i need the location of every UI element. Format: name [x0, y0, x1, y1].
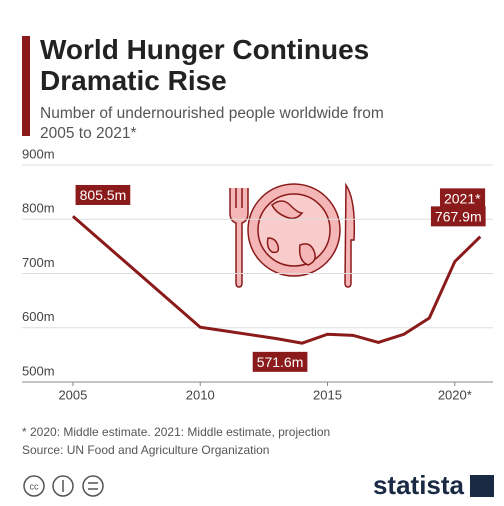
- svg-text:cc: cc: [30, 481, 40, 491]
- line: [71, 215, 482, 345]
- data-label-box: [252, 351, 308, 372]
- y-tick-label: 700m: [22, 255, 55, 270]
- annotation-text: 2021*: [444, 190, 481, 206]
- y-tick-label: 500m: [22, 363, 55, 378]
- plate-illustration: [229, 182, 356, 288]
- source: Source: UN Food and Agriculture Organiza…: [22, 443, 269, 457]
- y-tick-label: 900m: [22, 146, 55, 161]
- chart-subtitle: Number of undernourished people worldwid…: [40, 105, 384, 142]
- annotation-box: [439, 188, 486, 209]
- data-label: 767.9m: [430, 206, 486, 227]
- data-label-text: 767.9m: [435, 208, 482, 224]
- data-label-text: 805.5m: [80, 187, 127, 203]
- x-tick-label: 2005: [58, 387, 87, 402]
- y-tick-label: 600m: [22, 309, 55, 324]
- chart-title: World Hunger Continues Dramatic Rise: [40, 34, 370, 96]
- footnote: * 2020: Middle estimate. 2021: Middle es…: [22, 425, 330, 439]
- annotation: 2021*: [439, 188, 486, 209]
- data-label-box: [430, 206, 486, 227]
- x-tick-label: 2020*: [438, 387, 472, 402]
- brand: statista: [373, 470, 465, 500]
- x-tick-label: 2015: [313, 387, 342, 402]
- data-label: 805.5m: [75, 184, 131, 205]
- data-label: 571.6m: [252, 351, 308, 372]
- y-tick-label: 800m: [22, 201, 55, 216]
- brand-mark: [470, 475, 494, 497]
- data-label-box: [75, 184, 131, 205]
- x-tick-label: 2010: [186, 387, 215, 402]
- accent-bar: [22, 36, 30, 136]
- data-label-text: 571.6m: [257, 354, 304, 370]
- cc-icons: cc: [23, 475, 104, 497]
